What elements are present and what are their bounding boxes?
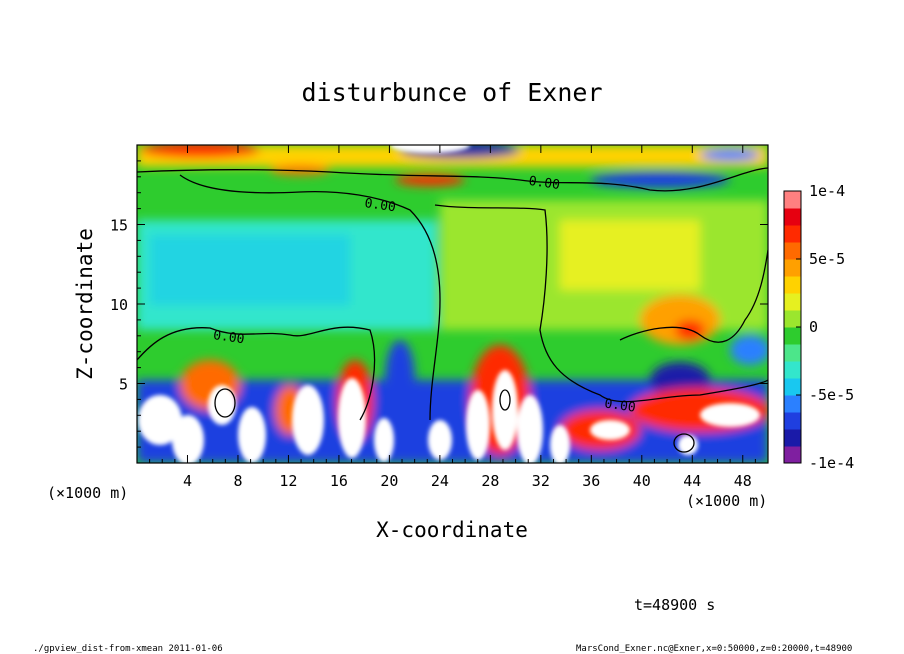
- colorbar-tick-label: 5e-5: [809, 250, 845, 268]
- contour-label-layer: 0.00 0.00 0.00 0.00: [212, 174, 636, 416]
- colorbar-segment: [784, 259, 801, 277]
- x-tick-label: 28: [481, 472, 499, 490]
- colorbar-segment: [784, 395, 801, 413]
- colorbar-tick-label: 0: [809, 318, 818, 336]
- y-tick-label: 15: [110, 217, 128, 235]
- colorbar-tick-label: -1e-4: [809, 454, 854, 472]
- chart-title: disturbunce of Exner: [301, 78, 602, 107]
- x-unit-right: (×1000 m): [686, 492, 767, 510]
- x-tick-label: 40: [633, 472, 651, 490]
- footer-left: ./gpview_dist-from-xmean 2011-01-06: [33, 644, 223, 654]
- colorbar-segment: [784, 344, 801, 362]
- x-tick-label: 36: [582, 472, 600, 490]
- x-tick-label: 4: [183, 472, 192, 490]
- colorbar-segment: [784, 310, 801, 328]
- colorbar: [784, 191, 801, 464]
- x-tick-label: 44: [683, 472, 701, 490]
- contour-label: 0.00: [603, 396, 636, 415]
- colorbar-tick-label: -5e-5: [809, 386, 854, 404]
- x-tick-label: 24: [431, 472, 449, 490]
- x-unit-left: (×1000 m): [47, 484, 128, 502]
- colorbar-tick-label: 1e-4: [809, 182, 845, 200]
- colorbar-segment: [784, 276, 801, 294]
- x-axis-ticks: 4 8 12 16 20 24 28 32 36 40 44 48: [149, 145, 756, 490]
- contour-lines: [137, 167, 768, 453]
- colorbar-segment: [784, 361, 801, 379]
- y-tick-label: 5: [119, 376, 128, 394]
- x-tick-label: 20: [380, 472, 398, 490]
- x-tick-label: 48: [734, 472, 752, 490]
- x-tick-label: 12: [279, 472, 297, 490]
- y-axis-ticks: 5 10 15: [110, 160, 768, 448]
- colorbar-segment: [784, 225, 801, 243]
- y-tick-label: 10: [110, 296, 128, 314]
- colorbar-segment: [784, 242, 801, 260]
- footer-right: MarsCond_Exner.nc@Exner,x=0:50000,z=0:20…: [576, 644, 852, 654]
- y-axis-label: Z-coordinate: [73, 228, 97, 380]
- colorbar-segment: [784, 446, 801, 464]
- x-tick-label: 8: [233, 472, 242, 490]
- colorbar-segment: [784, 327, 801, 345]
- colorbar-segment: [784, 412, 801, 430]
- colorbar-segment: [784, 378, 801, 396]
- time-label: t=48900 s: [634, 596, 715, 614]
- contour-label: 0.00: [364, 196, 397, 215]
- x-tick-label: 32: [532, 472, 550, 490]
- contour-label: 0.00: [212, 328, 245, 347]
- contour-label: 0.00: [528, 174, 561, 193]
- colorbar-segment: [784, 191, 801, 209]
- colorbar-ticks: 1e-4 5e-5 0 -5e-5 -1e-4: [796, 182, 854, 472]
- heatmap-field: [137, 145, 768, 463]
- colorbar-segment: [784, 208, 801, 226]
- x-tick-label: 16: [330, 472, 348, 490]
- colorbar-segment: [784, 293, 801, 311]
- colorbar-segment: [784, 429, 801, 447]
- x-axis-label: X-coordinate: [376, 518, 528, 542]
